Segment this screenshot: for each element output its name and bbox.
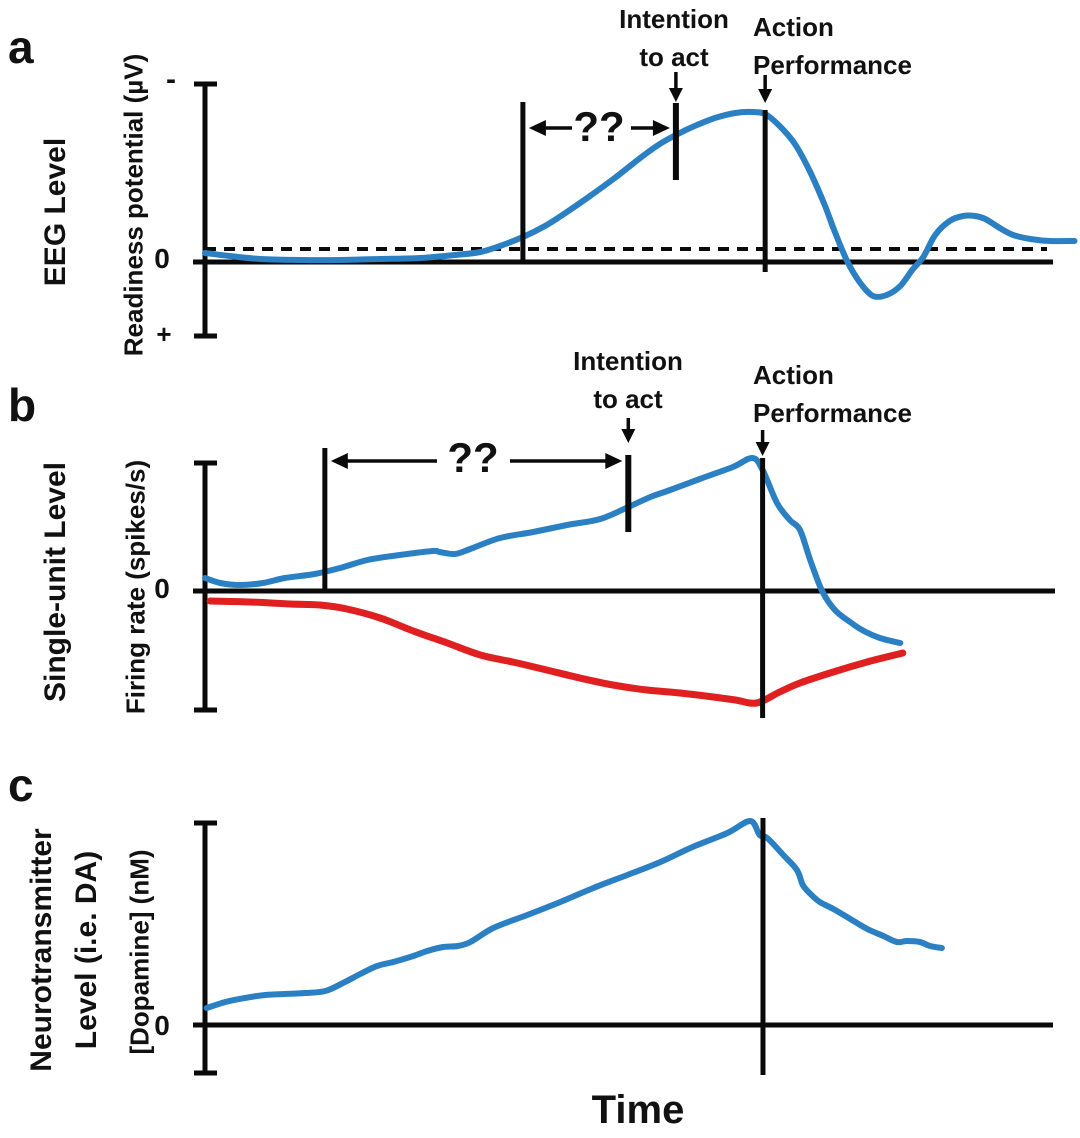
panel-a-letter: a [8, 21, 34, 73]
panel-c-level-label: Neurotransmitter Level (i.e. DA) [25, 828, 103, 1072]
panel-b-curve-firing-rate-decreasing [206, 597, 907, 707]
panel-b-letter: b [8, 379, 37, 431]
panel-b-interval-arrowhead-left [330, 453, 348, 469]
panel-b-axis-mark-zero: 0 [154, 573, 170, 604]
time-axis-label: Time [591, 1088, 685, 1132]
panel-a-action_performance-arrow-head [758, 89, 773, 103]
panel-a-curve-readiness-potential [202, 108, 1078, 301]
panel-a-axis-mark-positive: + [156, 319, 172, 349]
panel-a-level-label: EEG Level [39, 137, 72, 287]
panel-c-curve-dopamine-concentration [203, 818, 945, 1011]
panel-b-unknown-interval-label: ?? [447, 434, 499, 481]
panel-a-unknown-interval-label: ?? [573, 103, 625, 150]
panel-b-action_performance-arrow-head [755, 442, 770, 456]
panel-b-intention-annotation: Intention to act [573, 346, 683, 414]
panel-b-intention_to_act-arrow-head [621, 429, 636, 443]
panel-a-action-annotation: Action Performance [753, 12, 912, 80]
panel-a-axis-mark-zero: 0 [154, 243, 170, 274]
panel-b-level-label: Single-unit Level [39, 461, 72, 703]
panel-a-axis-mark-negative: - [166, 63, 176, 96]
panel-b-action-annotation: Action Performance [753, 360, 912, 428]
panel-c-letter: c [8, 759, 34, 811]
panel-a-interval-arrowhead-right [652, 120, 670, 136]
panel-a-intention-annotation: Intention to act [619, 4, 729, 72]
panel-b-interval-arrowhead-right [605, 453, 623, 469]
panel-b-ylabel: Firing rate (spikes/s) [120, 459, 151, 715]
panel-a-ylabel: Readiness potential (µV) [118, 53, 149, 357]
panel-b-curve-firing-rate-increasing [202, 455, 904, 646]
panel-c-ylabel: [Dopamine] (nM) [124, 849, 155, 1055]
panel-a-interval-arrowhead-left [528, 120, 546, 136]
panel-c-axis-mark-zero: 0 [154, 1010, 170, 1041]
panel-a-intention_to_act-arrow-head [668, 88, 683, 102]
